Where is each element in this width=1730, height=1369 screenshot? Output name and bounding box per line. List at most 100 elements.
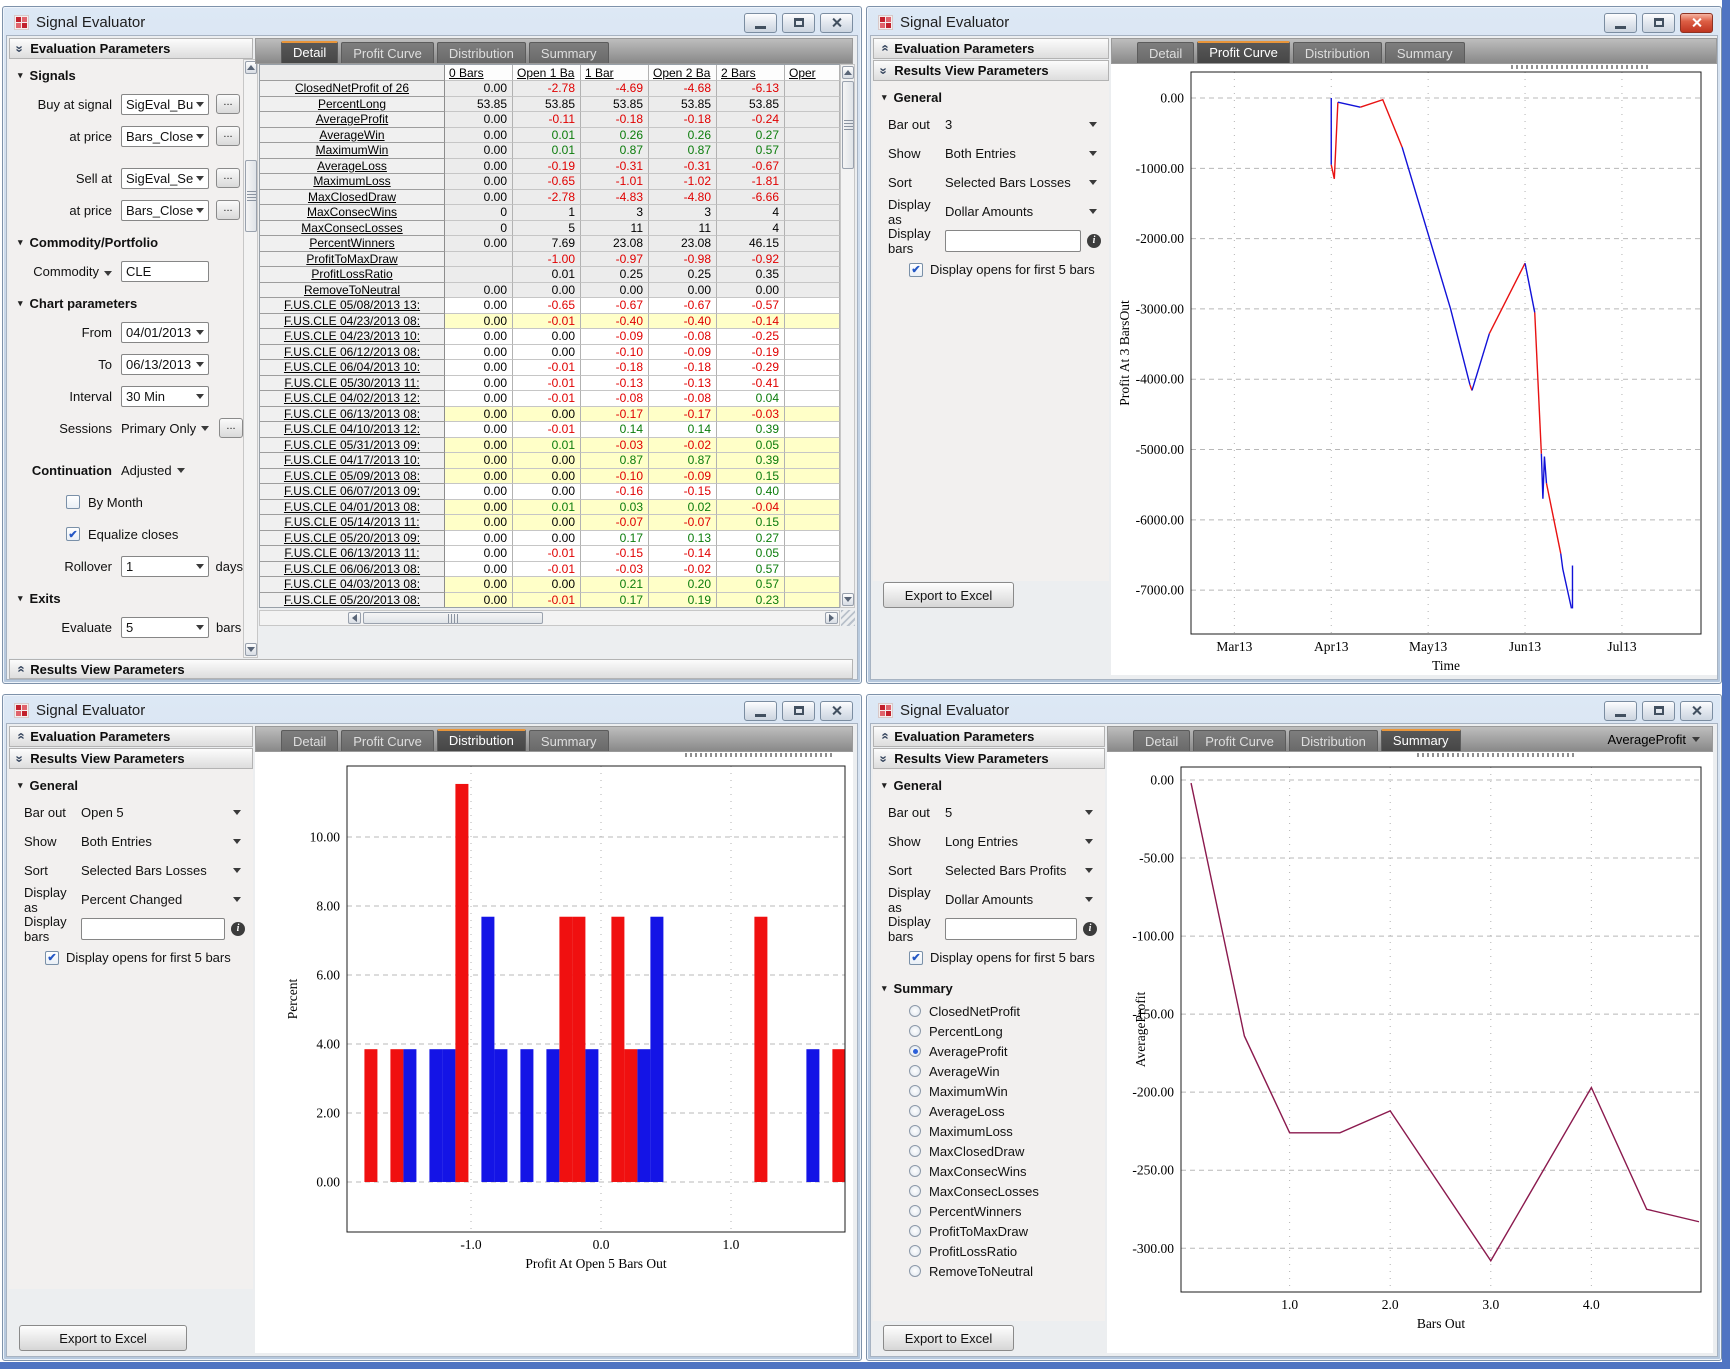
browse-button[interactable]: ... bbox=[216, 168, 240, 188]
radio-option-profittomaxdraw[interactable]: ProfitToMaxDraw bbox=[873, 1221, 1105, 1241]
minimize-button[interactable] bbox=[744, 701, 777, 721]
combo-interval[interactable]: 30 Min bbox=[121, 386, 209, 407]
radio-option-profitlossratio[interactable]: ProfitLossRatio bbox=[873, 1241, 1105, 1261]
checkbox-display-opens-for-first-5-bars[interactable]: ✔ bbox=[45, 951, 59, 965]
table-row[interactable]: PercentLong53.8553.8553.8553.8553.85 bbox=[260, 97, 840, 113]
dropdown-bar-out[interactable]: 5 bbox=[945, 805, 1105, 820]
tab-detail[interactable]: Detail bbox=[1137, 42, 1194, 63]
table-row[interactable]: PercentWinners0.007.6923.0823.0846.15 bbox=[260, 236, 840, 252]
radio-icon[interactable] bbox=[909, 1205, 921, 1217]
tab-profit-curve[interactable]: Profit Curve bbox=[341, 42, 434, 63]
export-to-excel-button[interactable]: Export to Excel bbox=[883, 582, 1014, 608]
radio-icon[interactable] bbox=[909, 1225, 921, 1237]
radio-option-percentlong[interactable]: PercentLong bbox=[873, 1021, 1105, 1041]
titlebar[interactable]: Signal Evaluator bbox=[6, 698, 858, 723]
titlebar[interactable]: Signal Evaluator bbox=[870, 698, 1718, 723]
dropdown-bar-out[interactable]: Open 5 bbox=[81, 805, 253, 820]
combo-at-price[interactable]: Bars_Close bbox=[121, 126, 209, 147]
dropdown-display-as[interactable]: Dollar Amounts bbox=[945, 892, 1105, 907]
close-button[interactable] bbox=[1680, 13, 1713, 33]
dropdown-sessions[interactable]: Primary Only bbox=[121, 421, 212, 436]
table-row[interactable]: AverageLoss0.00-0.19-0.31-0.31-0.67 bbox=[260, 159, 840, 175]
minimize-button[interactable] bbox=[744, 13, 777, 33]
table-row[interactable]: F.US.CLE 06/07/2013 09:0.000.00-0.16-0.1… bbox=[260, 484, 840, 500]
close-button[interactable] bbox=[820, 701, 853, 721]
export-to-excel-button[interactable]: Export to Excel bbox=[883, 1325, 1014, 1351]
section-commodity-portfolio[interactable]: ▾Commodity/Portfolio bbox=[18, 235, 243, 250]
table-row[interactable]: F.US.CLE 05/08/2013 13:0.00-0.65-0.67-0.… bbox=[260, 298, 840, 314]
table-row[interactable]: F.US.CLE 05/20/2013 09:0.000.000.170.130… bbox=[260, 531, 840, 547]
tab-detail[interactable]: Detail bbox=[281, 730, 338, 751]
maximize-button[interactable] bbox=[782, 701, 815, 721]
combo-from[interactable]: 04/01/2013 bbox=[121, 322, 209, 343]
section-summary[interactable]: ▾Summary bbox=[882, 981, 1105, 996]
tab-detail[interactable]: Detail bbox=[281, 41, 338, 63]
close-button[interactable] bbox=[820, 13, 853, 33]
table-row[interactable]: F.US.CLE 06/06/2013 08:0.00-0.01-0.03-0.… bbox=[260, 562, 840, 578]
tab-distribution[interactable]: Distribution bbox=[1293, 42, 1382, 63]
radio-icon[interactable] bbox=[909, 1125, 921, 1137]
input-commodity[interactable]: CLE bbox=[121, 261, 209, 282]
radio-option-closednetprofit[interactable]: ClosedNetProfit bbox=[873, 1001, 1105, 1021]
close-button[interactable] bbox=[1680, 701, 1713, 721]
evaluation-parameters-header[interactable]: » Evaluation Parameters bbox=[9, 726, 253, 747]
resize-grip[interactable] bbox=[841, 610, 855, 626]
radio-icon[interactable] bbox=[909, 1105, 921, 1117]
browse-button[interactable]: ... bbox=[216, 200, 240, 220]
table-row[interactable]: ProfitLossRatio0.010.250.250.35 bbox=[260, 267, 840, 283]
results-view-parameters-header[interactable]: » Results View Parameters bbox=[9, 748, 253, 769]
tab-summary[interactable]: Summary bbox=[1381, 729, 1461, 751]
table-row[interactable]: MaxClosedDraw0.00-2.78-4.83-4.80-6.66 bbox=[260, 190, 840, 206]
radio-icon[interactable] bbox=[909, 1245, 921, 1257]
export-to-excel-button[interactable]: Export to Excel bbox=[19, 1325, 187, 1351]
table-row[interactable]: F.US.CLE 05/20/2013 08:0.00-0.010.170.19… bbox=[260, 593, 840, 609]
evaluation-parameters-header[interactable]: » Evaluation Parameters bbox=[9, 38, 253, 59]
table-row[interactable]: F.US.CLE 04/02/2013 12:0.00-0.01-0.08-0.… bbox=[260, 391, 840, 407]
radio-icon[interactable] bbox=[909, 1025, 921, 1037]
combo-rollover[interactable]: 1 bbox=[121, 556, 209, 577]
table-row[interactable]: F.US.CLE 04/23/2013 08:0.00-0.01-0.40-0.… bbox=[260, 314, 840, 330]
table-row[interactable]: F.US.CLE 05/31/2013 09:0.000.01-0.03-0.0… bbox=[260, 438, 840, 454]
checkbox-by-month[interactable] bbox=[66, 495, 80, 509]
section-signals[interactable]: ▾Signals bbox=[18, 68, 243, 83]
radio-icon[interactable] bbox=[909, 1165, 921, 1177]
results-view-parameters-header[interactable]: » Results View Parameters bbox=[9, 659, 853, 679]
tab-profit-curve[interactable]: Profit Curve bbox=[1197, 41, 1290, 63]
radio-icon[interactable] bbox=[909, 1085, 921, 1097]
input-display-bars[interactable] bbox=[945, 230, 1081, 252]
table-row[interactable]: F.US.CLE 04/10/2013 12:0.00-0.010.140.14… bbox=[260, 422, 840, 438]
radio-option-percentwinners[interactable]: PercentWinners bbox=[873, 1201, 1105, 1221]
panel-scrollbar[interactable] bbox=[243, 59, 258, 658]
dropdown-show[interactable]: Long Entries bbox=[945, 834, 1105, 849]
radio-option-averageprofit[interactable]: AverageProfit bbox=[873, 1041, 1105, 1061]
summary-metric-dropdown[interactable]: AverageProfit bbox=[1607, 732, 1712, 747]
combo-at-price[interactable]: Bars_Close bbox=[121, 200, 209, 221]
maximize-button[interactable] bbox=[782, 13, 815, 33]
maximize-button[interactable] bbox=[1642, 701, 1675, 721]
dropdown-display-as[interactable]: Dollar Amounts bbox=[945, 204, 1109, 219]
table-horizontal-scrollbar[interactable] bbox=[259, 610, 840, 626]
dropdown-display-as[interactable]: Percent Changed bbox=[81, 892, 253, 907]
radio-option-averagewin[interactable]: AverageWin bbox=[873, 1061, 1105, 1081]
table-vertical-scrollbar[interactable] bbox=[840, 64, 855, 608]
table-row[interactable]: F.US.CLE 06/04/2013 10:0.00-0.01-0.18-0.… bbox=[260, 360, 840, 376]
browse-button[interactable]: ... bbox=[216, 126, 240, 146]
table-row[interactable]: F.US.CLE 04/01/2013 08:0.000.010.030.02-… bbox=[260, 500, 840, 516]
table-row[interactable]: MaxConsecWins01334 bbox=[260, 205, 840, 221]
radio-icon[interactable] bbox=[909, 1265, 921, 1277]
section-general[interactable]: ▾General bbox=[882, 778, 1105, 793]
dropdown-show[interactable]: Both Entries bbox=[81, 834, 253, 849]
section-general[interactable]: ▾General bbox=[882, 90, 1109, 105]
table-row[interactable]: F.US.CLE 04/03/2013 08:0.000.000.210.200… bbox=[260, 577, 840, 593]
tab-detail[interactable]: Detail bbox=[1133, 730, 1190, 751]
titlebar[interactable]: Signal Evaluator bbox=[6, 10, 858, 35]
checkbox-display-opens-for-first-5-bars[interactable]: ✔ bbox=[909, 263, 923, 277]
results-view-parameters-header[interactable]: » Results View Parameters bbox=[873, 60, 1109, 81]
tab-profit-curve[interactable]: Profit Curve bbox=[341, 730, 434, 751]
table-row[interactable]: MaximumLoss0.00-0.65-1.01-1.02-1.81 bbox=[260, 174, 840, 190]
tab-summary[interactable]: Summary bbox=[529, 730, 609, 751]
tab-summary[interactable]: Summary bbox=[529, 42, 609, 63]
table-row[interactable]: RemoveToNeutral0.000.000.000.000.00 bbox=[260, 283, 840, 299]
section-exits[interactable]: ▾Exits bbox=[18, 591, 243, 606]
dropdown-show[interactable]: Both Entries bbox=[945, 146, 1109, 161]
